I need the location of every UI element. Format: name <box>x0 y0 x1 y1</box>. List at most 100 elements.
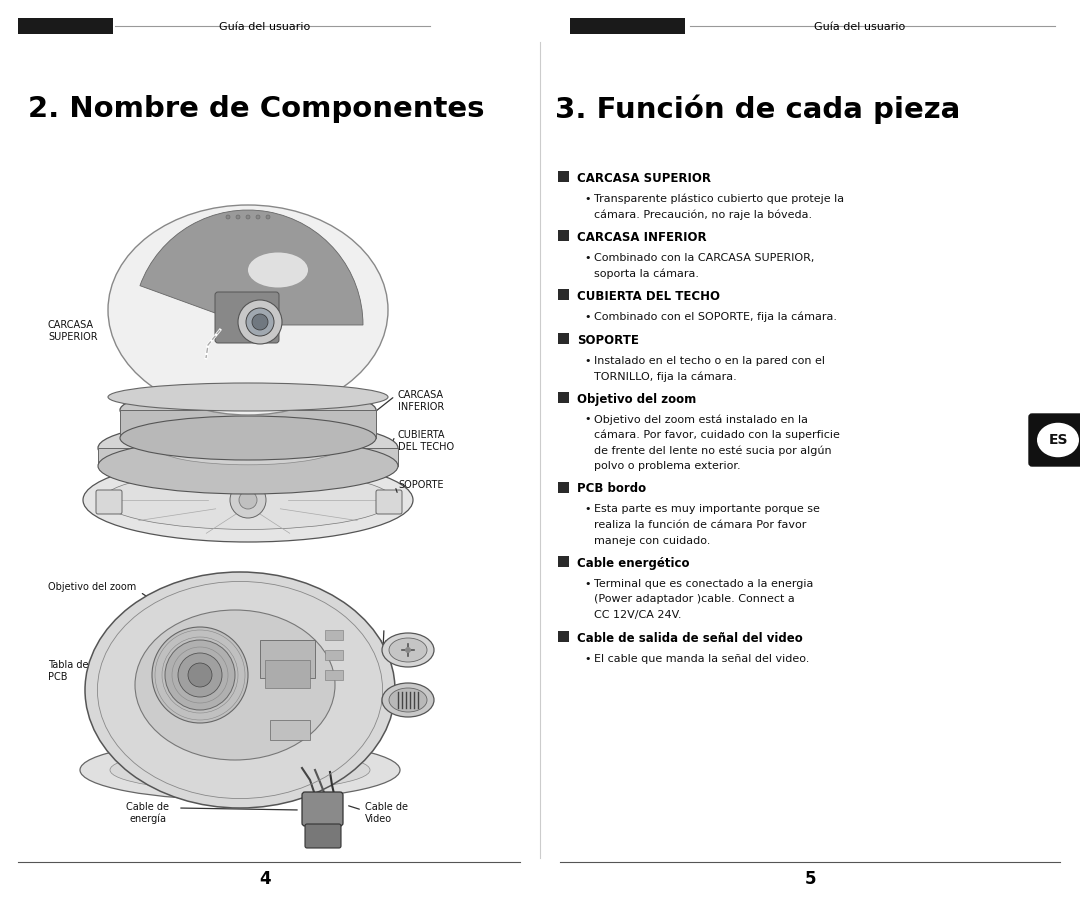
FancyBboxPatch shape <box>96 490 122 514</box>
Ellipse shape <box>83 458 413 542</box>
Text: CUBIERTA DEL TECHO: CUBIERTA DEL TECHO <box>577 290 720 303</box>
Text: Guía del usuario: Guía del usuario <box>219 22 311 32</box>
Ellipse shape <box>382 633 434 667</box>
Bar <box>18 18 113 34</box>
Text: Tabla de
PCB: Tabla de PCB <box>48 660 89 681</box>
Ellipse shape <box>108 383 388 411</box>
Text: •: • <box>584 505 591 515</box>
Text: TORNILLO, fija la cámara.: TORNILLO, fija la cámara. <box>594 371 737 382</box>
Text: •: • <box>584 653 591 663</box>
Text: •: • <box>584 579 591 589</box>
Circle shape <box>152 627 248 723</box>
Text: Terminal que es conectado a la energia: Terminal que es conectado a la energia <box>594 579 813 589</box>
Circle shape <box>405 647 411 653</box>
Text: soporta la cámara.: soporta la cámara. <box>594 268 699 279</box>
Text: 5: 5 <box>805 870 815 888</box>
Text: Cable de
energía: Cable de energía <box>126 802 170 824</box>
Circle shape <box>188 663 212 687</box>
FancyBboxPatch shape <box>376 490 402 514</box>
Circle shape <box>246 215 249 219</box>
Circle shape <box>230 482 266 518</box>
Text: •: • <box>584 415 591 425</box>
Text: CARCASA
INFERIOR: CARCASA INFERIOR <box>399 390 444 411</box>
Circle shape <box>239 491 257 509</box>
Text: 2. Nombre de Componentes: 2. Nombre de Componentes <box>28 95 485 123</box>
Text: •: • <box>584 312 591 322</box>
Text: ES: ES <box>1049 433 1068 447</box>
Text: realiza la función de cámara Por favor: realiza la función de cámara Por favor <box>594 520 807 530</box>
Text: Cable de salida de señal del video: Cable de salida de señal del video <box>577 632 802 644</box>
Bar <box>270 720 310 740</box>
Bar <box>120 410 376 438</box>
Bar <box>325 670 343 680</box>
Bar <box>558 556 569 567</box>
Text: Switches de Función: Switches de Función <box>210 672 310 682</box>
Ellipse shape <box>110 749 370 791</box>
Circle shape <box>256 215 260 219</box>
Text: Esta parte es muy importante porque se: Esta parte es muy importante porque se <box>594 505 820 515</box>
Bar <box>558 482 569 492</box>
Ellipse shape <box>120 388 376 432</box>
Bar <box>98 448 399 466</box>
Bar <box>265 660 310 688</box>
Text: Objetivo del zoom: Objetivo del zoom <box>577 392 697 406</box>
Text: •: • <box>584 356 591 365</box>
Text: cámara. Precaución, no raje la bóveda.: cámara. Precaución, no raje la bóveda. <box>594 210 812 220</box>
Text: SOPORTE: SOPORTE <box>399 480 444 490</box>
Ellipse shape <box>158 431 338 464</box>
Bar <box>558 289 569 300</box>
Text: CARCASA SUPERIOR: CARCASA SUPERIOR <box>577 172 711 185</box>
Ellipse shape <box>98 438 399 494</box>
Wedge shape <box>140 210 363 325</box>
Ellipse shape <box>135 610 335 760</box>
Ellipse shape <box>85 572 395 808</box>
Text: Transparente plástico cubierto que proteje la: Transparente plástico cubierto que prote… <box>594 194 845 204</box>
Ellipse shape <box>140 755 340 785</box>
Circle shape <box>226 215 230 219</box>
FancyBboxPatch shape <box>215 292 279 343</box>
Circle shape <box>246 308 274 336</box>
Ellipse shape <box>98 420 399 476</box>
FancyBboxPatch shape <box>305 824 341 848</box>
Circle shape <box>252 314 268 330</box>
Text: Instalado en el techo o en la pared con el: Instalado en el techo o en la pared con … <box>594 356 825 365</box>
Text: Objetivo del zoom está instalado en la: Objetivo del zoom está instalado en la <box>594 415 808 425</box>
FancyBboxPatch shape <box>1029 414 1080 466</box>
Ellipse shape <box>389 638 427 662</box>
Text: 3. Función de cada pieza: 3. Función de cada pieza <box>555 95 960 124</box>
Text: Guía del usuario: Guía del usuario <box>814 22 906 32</box>
Bar <box>558 230 569 241</box>
Bar <box>260 640 315 678</box>
Bar <box>558 332 569 344</box>
Text: polvo o problema exterior.: polvo o problema exterior. <box>594 461 741 471</box>
Text: Objetivo del zoom: Objetivo del zoom <box>48 582 136 592</box>
Circle shape <box>165 640 235 710</box>
Text: maneje con cuidado.: maneje con cuidado. <box>594 536 711 545</box>
Text: CARCASA
SUPERIOR: CARCASA SUPERIOR <box>48 320 97 342</box>
Bar <box>325 650 343 660</box>
Text: PCB bordo: PCB bordo <box>577 482 646 496</box>
Ellipse shape <box>389 688 427 712</box>
Bar <box>558 631 569 642</box>
Ellipse shape <box>1038 423 1078 456</box>
Text: Cable energético: Cable energético <box>577 557 689 570</box>
Ellipse shape <box>248 253 308 287</box>
Text: •: • <box>584 253 591 263</box>
Text: (Power adaptador )cable. Connect a: (Power adaptador )cable. Connect a <box>594 595 795 605</box>
Text: cámara. Por favor, cuidado con la superficie: cámara. Por favor, cuidado con la superf… <box>594 430 840 440</box>
Text: Cable de
Video: Cable de Video <box>365 802 408 824</box>
Ellipse shape <box>382 683 434 717</box>
Circle shape <box>266 215 270 219</box>
Bar <box>558 392 569 402</box>
Text: Combinado con la CARCASA SUPERIOR,: Combinado con la CARCASA SUPERIOR, <box>594 253 814 263</box>
FancyBboxPatch shape <box>302 792 343 826</box>
Text: 4: 4 <box>259 870 271 888</box>
Ellipse shape <box>80 740 400 800</box>
Circle shape <box>237 215 240 219</box>
Text: Combinado con el SOPORTE, fija la cámara.: Combinado con el SOPORTE, fija la cámara… <box>594 312 837 322</box>
Bar <box>570 18 685 34</box>
Text: El cable que manda la señal del video.: El cable que manda la señal del video. <box>594 653 809 663</box>
Text: CARCASA INFERIOR: CARCASA INFERIOR <box>577 231 706 244</box>
Bar <box>558 171 569 182</box>
Bar <box>325 630 343 640</box>
